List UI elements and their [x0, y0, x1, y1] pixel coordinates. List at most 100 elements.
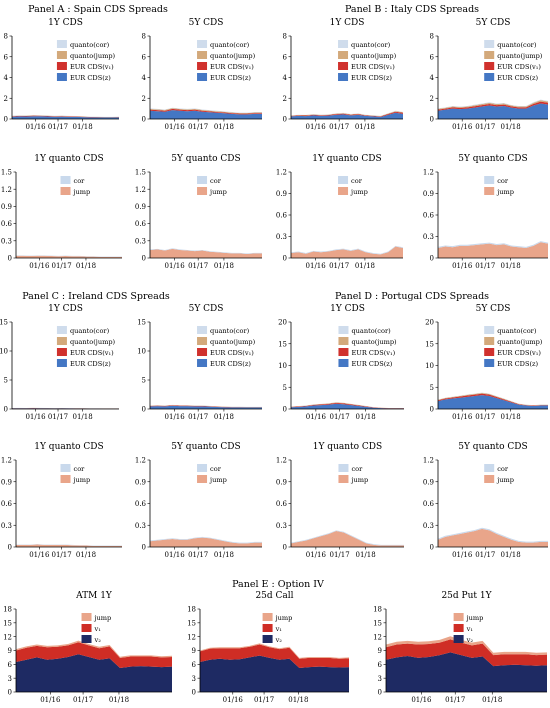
y-tick-label: 15	[278, 340, 287, 348]
y-tick-label: 0.9	[423, 478, 434, 486]
legend-label: v₁	[94, 625, 102, 633]
legend-label: v₁	[275, 625, 283, 633]
y-tick-label: 8	[142, 33, 146, 41]
subplot-1: 5Y CDS 0 2 4 6 8 01/16 01/17 01/18 quanto(cor) qua…	[142, 18, 262, 131]
subplot-0: 1Y CDS 0 2 4 6 8 01/16 01/17 01/18 quanto(cor) qua…	[4, 18, 119, 131]
legend-label: jump	[73, 476, 91, 484]
legend-swatch	[484, 51, 495, 59]
legend-label: EUR CDS(z)	[70, 360, 111, 368]
area-series-0	[12, 116, 119, 119]
legend-swatch	[453, 624, 464, 632]
x-tick-label: 01/18	[501, 262, 521, 270]
x-tick-label: 01/16	[29, 262, 50, 270]
subplot-18: 25d Put 1Y 0 3 6 9 12 15 18 01/16 01/17 01/18 jump v…	[373, 591, 547, 704]
legend-label: jump	[496, 188, 514, 196]
legend-swatch	[56, 337, 67, 345]
subplot-10: 1Y CDS 0 5 10 15 20 01/16 01/17 01/18 quanto(cor)…	[278, 304, 404, 421]
legend-swatch	[453, 635, 464, 643]
y-tick-label: 10	[278, 362, 287, 370]
y-tick-label: 10	[425, 362, 434, 370]
area-series-2	[12, 115, 119, 118]
x-tick-label: 01/17	[73, 696, 93, 704]
legend-label: quanto(cor)	[70, 327, 110, 335]
y-tick-label: 0.9	[135, 203, 146, 211]
legend-swatch	[453, 613, 464, 621]
legend-swatch	[197, 73, 208, 81]
legend-swatch	[56, 326, 67, 334]
y-tick-label: 0.3	[135, 522, 146, 530]
legend-label: EUR CDS(v₁)	[497, 63, 541, 71]
y-tick-label: 18	[187, 606, 196, 614]
subplot-title: 5Y quanto CDS	[458, 442, 527, 452]
legend-swatch	[197, 359, 208, 367]
y-tick-label: 0.6	[276, 500, 288, 508]
x-tick-label: 01/17	[188, 551, 208, 559]
legend-swatch	[484, 464, 495, 472]
area-series-0	[438, 395, 548, 409]
legend-swatch	[262, 613, 273, 621]
area-series-2	[291, 111, 403, 117]
subplot-5: 5Y quanto CDS 0 0.3 0.6 0.9 1.2 1.5 01/16 01/17 0…	[135, 154, 262, 270]
area-series-2	[12, 407, 119, 409]
legend-label: quanto(cor)	[497, 41, 537, 49]
legend-label: quanto(cor)	[210, 41, 250, 49]
area-series-3	[150, 107, 262, 113]
area-series-0	[150, 110, 262, 119]
subplot-title: 25d Put 1Y	[441, 591, 492, 601]
legend-label: EUR CDS(z)	[497, 360, 538, 368]
legend-label: EUR CDS(z)	[351, 74, 392, 82]
x-tick-label: 01/18	[355, 123, 375, 131]
y-tick-label: 0.3	[276, 522, 287, 530]
y-tick-label: 0.6	[1, 500, 13, 508]
y-tick-label: 2	[430, 95, 434, 103]
legend-label: quanto(cor)	[351, 327, 391, 335]
area-series-1	[16, 544, 122, 546]
y-tick-label: 5	[4, 377, 8, 385]
y-tick-label: 0	[283, 406, 287, 414]
legend-swatch	[197, 176, 208, 184]
legend-label: v₂	[466, 636, 474, 644]
y-tick-label: 0.3	[1, 237, 12, 245]
x-tick-label: 01/17	[329, 262, 349, 270]
legend-label: cor	[210, 177, 222, 185]
x-tick-label: 01/17	[475, 413, 495, 421]
area-series-2	[150, 108, 262, 114]
y-tick-label: 1.2	[1, 457, 12, 465]
area-series-2	[438, 100, 548, 110]
legend-label: jump	[94, 614, 112, 622]
y-tick-label: 8	[430, 33, 434, 41]
x-tick-label: 01/18	[214, 262, 234, 270]
subplot-12: 1Y quanto CDS 0 0.3 0.6 0.9 1.2 01/16 01/17 01/1…	[1, 442, 122, 559]
panel-title-e: Panel E : Option IV	[232, 579, 324, 590]
y-tick-label: 1.5	[135, 169, 146, 177]
y-tick-label: 1.2	[1, 186, 12, 194]
legend-label: quanto(jump)	[351, 52, 397, 60]
legend-swatch	[81, 635, 92, 643]
y-tick-label: 0	[283, 116, 287, 124]
subplot-title: 5Y quanto CDS	[171, 154, 240, 164]
y-tick-label: 8	[283, 33, 287, 41]
y-tick-label: 15	[373, 619, 382, 627]
legend-label: jump	[73, 188, 91, 196]
x-tick-label: 01/17	[51, 262, 71, 270]
y-tick-label: 8	[4, 33, 8, 41]
area-series-0	[150, 405, 262, 409]
y-tick-label: 0	[430, 255, 434, 263]
area-series-0	[16, 544, 122, 547]
y-tick-label: 12	[187, 633, 196, 641]
area-series-0	[291, 403, 404, 409]
area-series-1	[12, 115, 119, 118]
legend-label: v₂	[94, 636, 102, 644]
legend-swatch	[338, 51, 349, 59]
area-series-1	[150, 248, 262, 254]
x-tick-label: 01/16	[25, 123, 46, 131]
legend-swatch	[81, 613, 92, 621]
x-tick-label: 01/18	[355, 551, 375, 559]
legend-label: jump	[209, 476, 227, 484]
y-tick-label: 0	[8, 544, 12, 552]
x-tick-label: 01/17	[48, 123, 68, 131]
legend-swatch	[56, 62, 67, 70]
legend-label: jump	[209, 188, 227, 196]
y-tick-label: 1.2	[276, 457, 287, 465]
legend-swatch	[60, 187, 71, 195]
